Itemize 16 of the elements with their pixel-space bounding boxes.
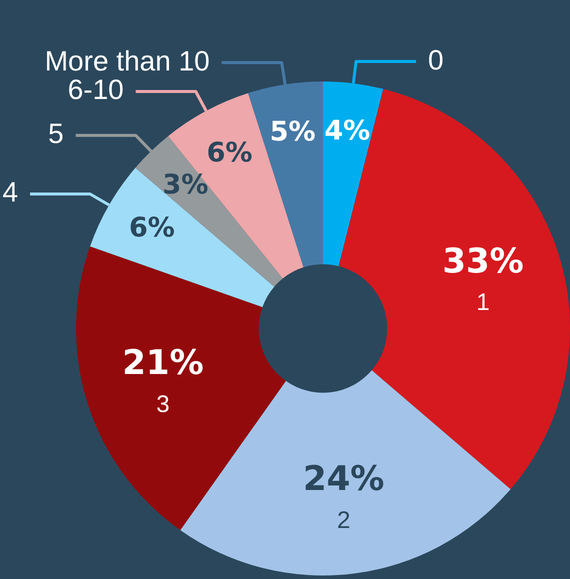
slice-label: 2 xyxy=(336,506,350,534)
data-label: 3% xyxy=(162,170,208,201)
data-label: 33% xyxy=(442,241,524,282)
data-label: 4% xyxy=(324,115,370,146)
data-label: 24% xyxy=(302,459,384,500)
data-label: 21% xyxy=(122,343,204,384)
slice-label: 0 xyxy=(428,44,444,76)
data-label: 6% xyxy=(206,137,252,168)
slice-label: 3 xyxy=(156,391,170,418)
slice-label: 4 xyxy=(2,176,18,208)
slice-label: 6-10 xyxy=(68,74,124,106)
slice-label: 5 xyxy=(48,118,64,150)
slice-label: More than 10 xyxy=(44,45,210,76)
data-label: 5% xyxy=(270,116,316,148)
slice-label: 1 xyxy=(476,289,490,316)
data-label: 6% xyxy=(128,212,175,244)
